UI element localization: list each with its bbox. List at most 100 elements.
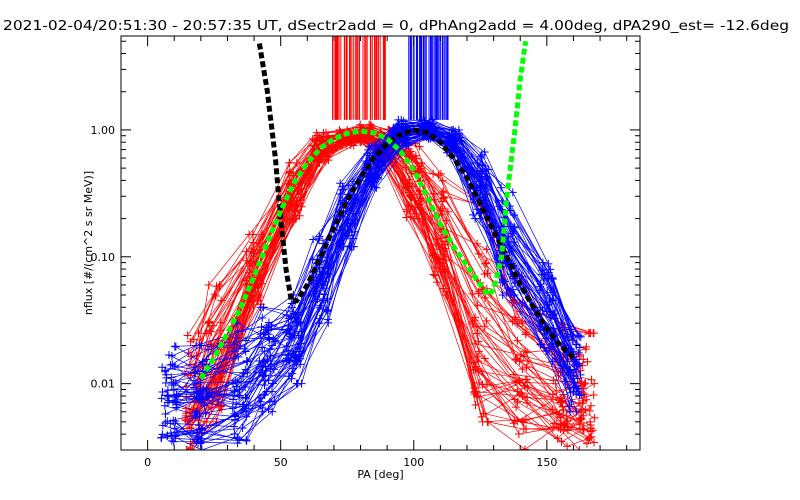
blue-plus-marker xyxy=(170,342,179,351)
blue-plus-marker xyxy=(204,345,213,354)
blue-plus-marker xyxy=(508,229,517,238)
blue-plus-marker xyxy=(235,435,244,444)
blue-plus-marker xyxy=(296,354,305,363)
blue-plus-marker xyxy=(454,125,463,134)
red-plus-marker xyxy=(523,348,532,357)
blue-plus-marker xyxy=(267,341,276,350)
blue-plus-marker xyxy=(286,332,295,341)
blue-plus-marker xyxy=(283,347,292,356)
red-plus-marker xyxy=(586,427,595,436)
red-plus-marker xyxy=(249,238,258,247)
red-plus-marker xyxy=(285,158,294,167)
blue-plus-marker xyxy=(564,370,573,379)
green-model-curve xyxy=(198,40,529,380)
red-plus-marker xyxy=(406,190,415,199)
blue-plus-marker xyxy=(163,417,172,426)
blue-plus-marker xyxy=(260,390,269,399)
blue-plus-marker xyxy=(477,182,486,191)
blue-plus-marker xyxy=(367,141,376,150)
blue-plus-marker xyxy=(191,379,200,388)
blue-plus-marker xyxy=(161,410,170,419)
red-plus-marker xyxy=(523,383,532,392)
red-plus-marker xyxy=(207,327,216,336)
blue-plus-marker xyxy=(577,391,586,400)
red-plus-marker xyxy=(181,416,190,425)
blue-plus-marker xyxy=(172,391,181,400)
blue-plus-marker xyxy=(570,365,579,374)
red-plus-marker xyxy=(292,214,301,223)
blue-plus-marker xyxy=(339,185,348,194)
red-plus-marker xyxy=(582,439,591,448)
blue-plus-marker xyxy=(171,378,180,387)
blue-plus-marker xyxy=(285,330,294,339)
blue-plus-marker xyxy=(574,348,583,357)
blue-plus-marker xyxy=(323,307,332,316)
blue-plus-marker xyxy=(190,383,199,392)
blue-plus-marker xyxy=(417,122,426,131)
blue-plus-marker xyxy=(535,286,544,295)
blue-plus-marker xyxy=(232,382,241,391)
blue-plus-marker xyxy=(315,234,324,243)
red-plus-marker xyxy=(563,417,572,426)
blue-plus-marker xyxy=(498,290,507,299)
blue-plus-marker xyxy=(197,428,206,437)
blue-plus-marker xyxy=(469,210,478,219)
red-plus-marker xyxy=(470,358,479,367)
y-tick-label: 0.01 xyxy=(91,378,116,391)
red-trace-line xyxy=(185,138,582,425)
red-plus-marker xyxy=(512,378,521,387)
red-plus-marker xyxy=(579,355,588,364)
blue-plus-marker xyxy=(336,190,345,199)
red-plus-marker xyxy=(204,280,213,289)
red-plus-marker xyxy=(439,194,448,203)
blue-plus-marker xyxy=(371,162,380,171)
red-plus-marker xyxy=(474,337,483,346)
blue-plus-marker xyxy=(336,179,345,188)
red-plus-marker xyxy=(563,442,572,450)
blue-plus-marker xyxy=(338,185,347,194)
red-plus-marker xyxy=(402,213,411,222)
blue-plus-marker xyxy=(192,388,201,397)
x-tick-label: 0 xyxy=(144,456,151,469)
blue-plus-marker xyxy=(548,273,557,282)
blue-plus-marker xyxy=(542,347,551,356)
red-plus-marker xyxy=(429,270,438,279)
red-plus-marker xyxy=(182,446,191,450)
blue-plus-marker xyxy=(229,354,238,363)
blue-plus-marker xyxy=(482,172,491,181)
red-plus-marker xyxy=(478,380,487,389)
blue-plus-marker xyxy=(348,218,357,227)
red-plus-marker xyxy=(512,403,521,412)
blue-plus-marker xyxy=(167,436,176,445)
blue-plus-marker xyxy=(196,424,205,433)
red-plus-marker xyxy=(522,424,531,433)
red-plus-marker xyxy=(472,362,481,371)
blue-plus-marker xyxy=(238,424,247,433)
blue-plus-marker xyxy=(167,381,176,390)
blue-plus-marker xyxy=(256,330,265,339)
blue-plus-marker xyxy=(475,209,484,218)
blue-plus-marker xyxy=(165,396,174,405)
red-plus-marker xyxy=(341,136,350,145)
red-plus-marker xyxy=(355,123,364,132)
red-plus-marker xyxy=(248,230,257,239)
blue-plus-marker xyxy=(264,405,273,414)
blue-plus-marker xyxy=(316,270,325,279)
red-plus-marker xyxy=(291,207,300,216)
blue-plus-marker xyxy=(171,362,180,371)
red-plus-marker xyxy=(515,357,524,366)
red-plus-marker xyxy=(216,326,225,335)
red-plus-marker xyxy=(215,282,224,291)
blue-plus-marker xyxy=(347,242,356,251)
blue-plus-marker xyxy=(168,398,177,407)
red-plus-marker xyxy=(216,402,225,411)
blue-plus-marker xyxy=(163,432,172,441)
red-plus-marker xyxy=(519,352,528,361)
blue-plus-marker xyxy=(502,289,511,298)
x-tick-label: 50 xyxy=(274,456,288,469)
blue-plus-marker xyxy=(445,136,454,145)
blue-plus-marker xyxy=(161,379,170,388)
red-plus-marker xyxy=(312,128,321,137)
red-plus-marker xyxy=(575,446,584,450)
red-plus-marker xyxy=(183,446,192,450)
